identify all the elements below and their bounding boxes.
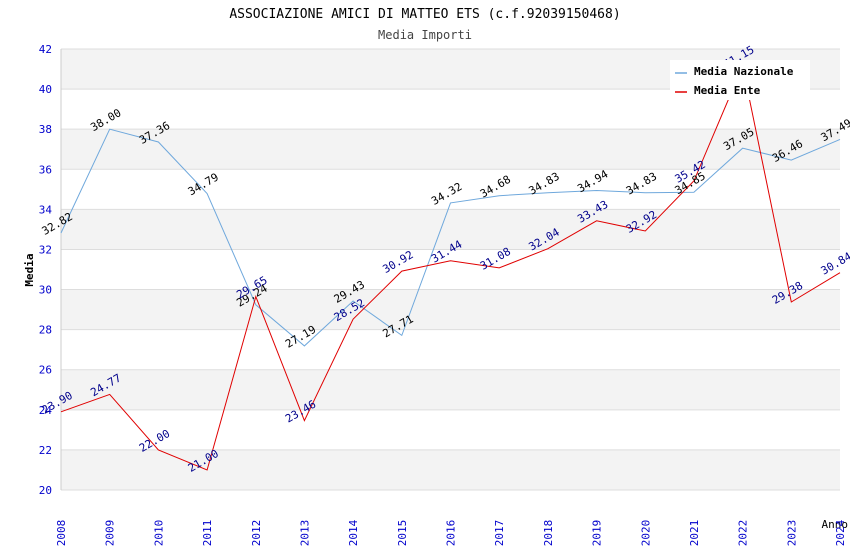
- y-tick-label: 24: [39, 404, 53, 417]
- x-tick-label: 2010: [152, 520, 165, 547]
- data-label-media-nazionale: 34.79: [186, 171, 221, 199]
- grid-band: [61, 129, 840, 170]
- x-tick-label: 2009: [104, 520, 117, 547]
- y-tick-label: 42: [39, 43, 52, 56]
- legend: Media Nazionale Media Ente: [670, 60, 810, 100]
- y-tick-label: 20: [39, 484, 52, 497]
- chart-title: ASSOCIAZIONE AMICI DI MATTEO ETS (c.f.92…: [229, 7, 620, 22]
- y-tick-label: 26: [39, 364, 52, 377]
- y-tick-label: 28: [39, 324, 52, 337]
- x-tick-label: 2015: [396, 520, 409, 547]
- y-tick-label: 30: [39, 284, 52, 297]
- x-tick-label: 2011: [201, 520, 214, 547]
- data-label-media-nazionale: 34.83: [624, 170, 659, 198]
- data-label-media-nazionale: 34.32: [429, 180, 464, 208]
- x-tick-label: 2021: [688, 520, 701, 547]
- y-tick-label: 22: [39, 444, 52, 457]
- x-tick-label: 2008: [55, 520, 68, 547]
- x-tick-label: 2020: [639, 520, 652, 547]
- grid-band: [61, 369, 840, 410]
- data-label-media-ente: 23.90: [40, 389, 75, 417]
- data-label-media-ente: 30.84: [819, 250, 850, 278]
- series-line-media-ente: [60, 64, 841, 471]
- grid-band: [61, 209, 840, 250]
- y-tick-label: 34: [39, 203, 53, 216]
- x-axis-label: Anno: [822, 518, 849, 531]
- legend-box: [670, 60, 810, 100]
- data-label-media-ente: 30.92: [380, 248, 415, 276]
- x-axis-ticks: 2008 2009 2010 2011 2012 2013 2014 2015 2016 2017…: [55, 519, 847, 546]
- x-tick-label: 2014: [347, 519, 360, 546]
- chart-subtitle: Media Importi: [378, 28, 472, 42]
- x-tick-label: 2012: [250, 520, 263, 547]
- y-tick-label: 38: [39, 123, 52, 136]
- y-axis-ticks: 20 22 24 26 28 30 32 34 36 38 40 42: [39, 43, 53, 497]
- grid-bands: [61, 49, 840, 490]
- legend-label-media-ente: Media Ente: [694, 84, 761, 97]
- x-tick-label: 2019: [591, 520, 604, 547]
- legend-label-media-nazionale: Media Nazionale: [694, 65, 794, 78]
- x-tick-label: 2018: [542, 520, 555, 547]
- x-tick-label: 2024: [834, 519, 847, 546]
- grid-band: [61, 449, 840, 490]
- x-tick-label: 2013: [298, 520, 311, 547]
- series-group: [60, 64, 841, 471]
- series-line-media-nazionale: [60, 128, 841, 347]
- y-axis-label: Media: [23, 253, 36, 286]
- grid-band: [61, 289, 840, 330]
- y-tick-label: 32: [39, 243, 52, 256]
- x-tick-label: 2017: [493, 520, 506, 547]
- x-tick-label: 2016: [445, 520, 458, 547]
- gridlines: [60, 48, 840, 491]
- y-tick-label: 40: [39, 83, 52, 96]
- x-tick-label: 2022: [737, 520, 750, 547]
- x-tick-label: 2023: [785, 520, 798, 547]
- y-tick-label: 36: [39, 163, 52, 176]
